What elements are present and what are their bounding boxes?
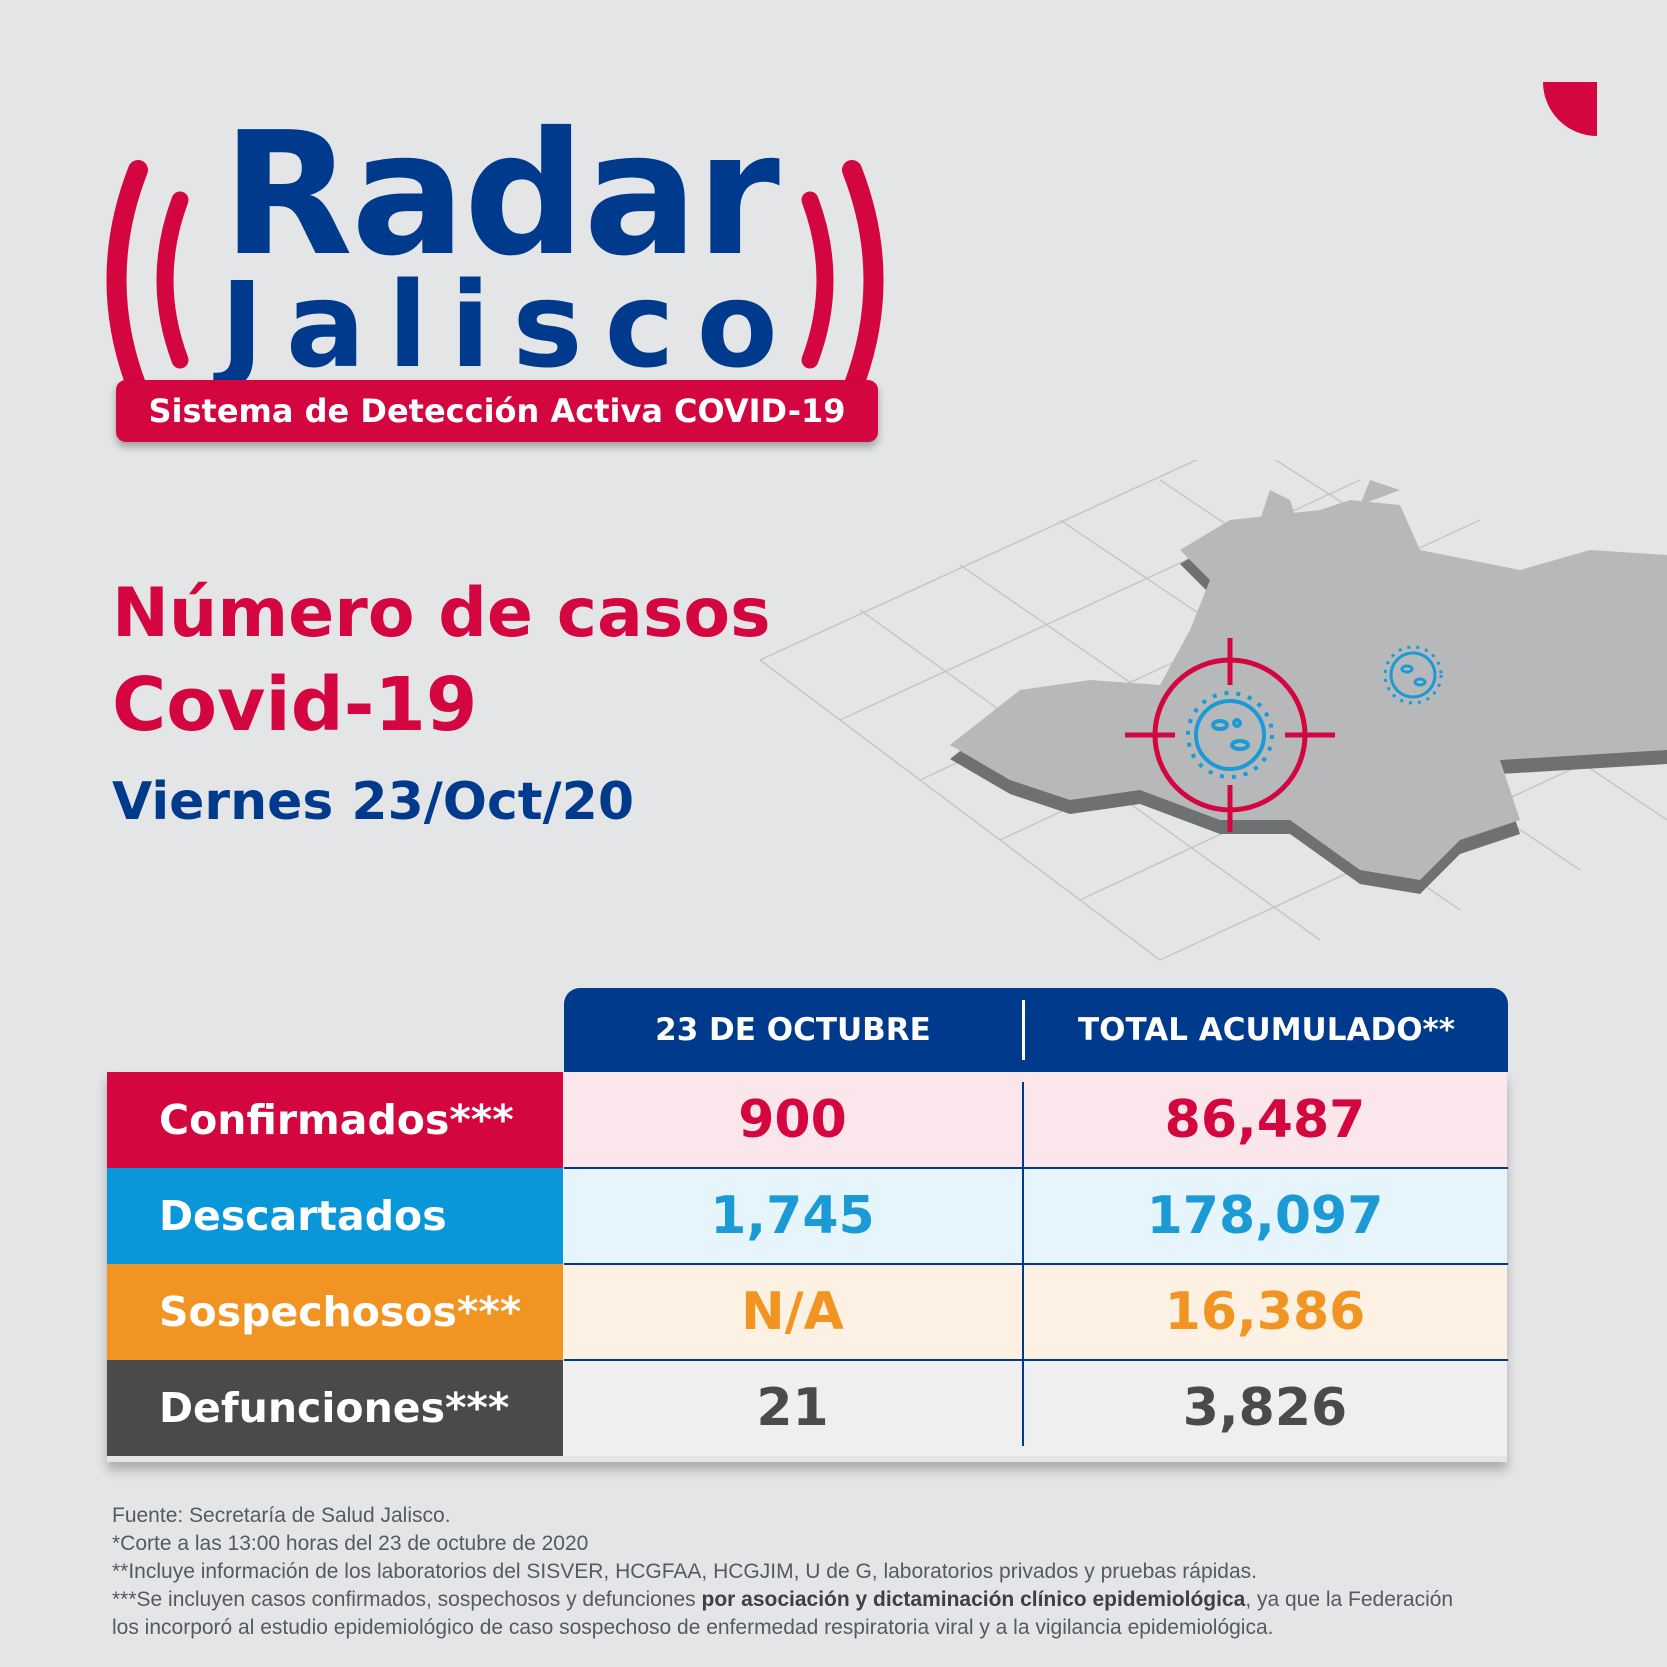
table-row-defunciones: Defunciones*** 21 3,826 [107, 1360, 1507, 1456]
cell-daily: N/A [741, 1282, 844, 1342]
footnote-labs: **Incluye información de los laboratorio… [112, 1560, 1258, 1583]
report-date: Viernes 23/Oct/20 [112, 772, 635, 832]
jalisco-map-illustration [760, 460, 1667, 961]
cell-total: 3,826 [1182, 1378, 1348, 1438]
row-label: Sospechosos*** [107, 1264, 563, 1360]
cell-total: 178,097 [1146, 1186, 1384, 1246]
header-total: TOTAL ACUMULADO** [1078, 1012, 1455, 1048]
row-divider [564, 1359, 1508, 1361]
row-cells: 1,745 178,097 [563, 1168, 1507, 1264]
header-divider [1022, 1000, 1025, 1060]
row-cells: 21 3,826 [563, 1360, 1507, 1456]
footnote-source: Fuente: Secretaría de Salud Jalisco. [112, 1504, 451, 1527]
footnote-cutoff: *Corte a las 13:00 horas del 23 de octub… [112, 1532, 589, 1555]
footnote-cases: ***Se incluyen casos confirmados, sospec… [112, 1586, 1652, 1614]
map-state-shape [950, 480, 1667, 894]
table-row-sospechosos: Sospechosos*** N/A 16,386 [107, 1264, 1507, 1360]
row-label: Defunciones*** [107, 1360, 563, 1456]
corner-decoration-icon [1543, 82, 1597, 136]
cell-total: 86,487 [1164, 1090, 1366, 1150]
cell-total: 16,386 [1164, 1282, 1366, 1342]
row-label: Confirmados*** [107, 1072, 563, 1168]
header-daily: 23 DE OCTUBRE [655, 1012, 931, 1048]
logo-title: Radar [222, 96, 780, 294]
row-divider [564, 1263, 1508, 1265]
row-cells: N/A 16,386 [563, 1264, 1507, 1360]
table-row-confirmados: Confirmados*** 900 86,487 [107, 1072, 1507, 1168]
radar-jalisco-logo: Radar Jalisco Sistema de Detección Activ… [100, 110, 890, 460]
footnote-cases-bold: por asociación y dictaminación clínico e… [701, 1588, 1246, 1611]
footnotes: Fuente: Secretaría de Salud Jalisco. *Co… [112, 1502, 1652, 1642]
cell-daily: 21 [756, 1378, 829, 1438]
row-divider [564, 1167, 1508, 1169]
cell-daily: 900 [738, 1090, 847, 1150]
headline-title: Número de casos [112, 574, 771, 653]
table-header: 23 DE OCTUBRE TOTAL ACUMULADO** [564, 988, 1508, 1072]
row-cells: 900 86,487 [563, 1072, 1507, 1168]
footnote-cases-continued: los incorporó al estudio epidemiológico … [112, 1616, 1274, 1639]
cell-daily: 1,745 [710, 1186, 875, 1246]
crosshair-target-icon [1125, 638, 1335, 832]
logo-subtitle: Jalisco [220, 256, 800, 394]
virus-icon [1186, 691, 1274, 779]
footnote-cases-start: ***Se incluyen casos confirmados, sospec… [112, 1588, 702, 1611]
table-row-descartados: Descartados 1,745 178,097 [107, 1168, 1507, 1264]
footnote-cases-end: , ya que la Federación [1245, 1588, 1454, 1611]
headline-subtitle: Covid-19 [112, 662, 478, 748]
virus-icon [1383, 645, 1443, 705]
radar-waves-icon [106, 160, 884, 400]
logo-tagline: Sistema de Detección Activa COVID-19 [116, 380, 878, 442]
row-label: Descartados [107, 1168, 563, 1264]
